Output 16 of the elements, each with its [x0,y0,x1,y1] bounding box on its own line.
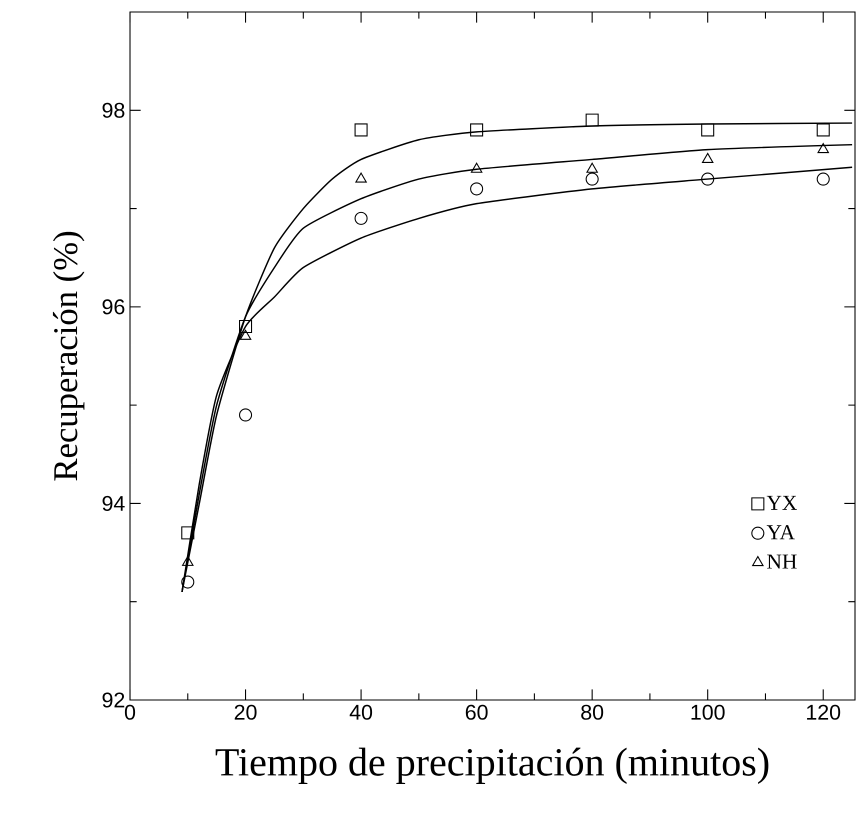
x-tick-label: 40 [350,704,372,720]
y-tick-label: 96 [102,299,124,314]
y-axis-title: Recuperación (%) [52,232,84,481]
x-tick-label: 120 [807,704,840,720]
legend-label: YX [766,496,797,510]
x-tick-label: 0 [124,704,136,720]
y-tick-label: 94 [102,496,125,511]
x-tick-label: 100 [692,704,725,720]
y-tick-label: 92 [102,692,124,708]
legend-label: NH [767,554,797,569]
y-tick-label: 98 [102,102,124,118]
x-tick-label: 60 [466,704,488,720]
legend-label: YA [766,525,795,540]
x-tick-label: 80 [581,704,604,720]
x-axis-title: Tiempo de precipitación (minutos) [216,748,768,784]
x-tick-label: 20 [234,704,257,720]
